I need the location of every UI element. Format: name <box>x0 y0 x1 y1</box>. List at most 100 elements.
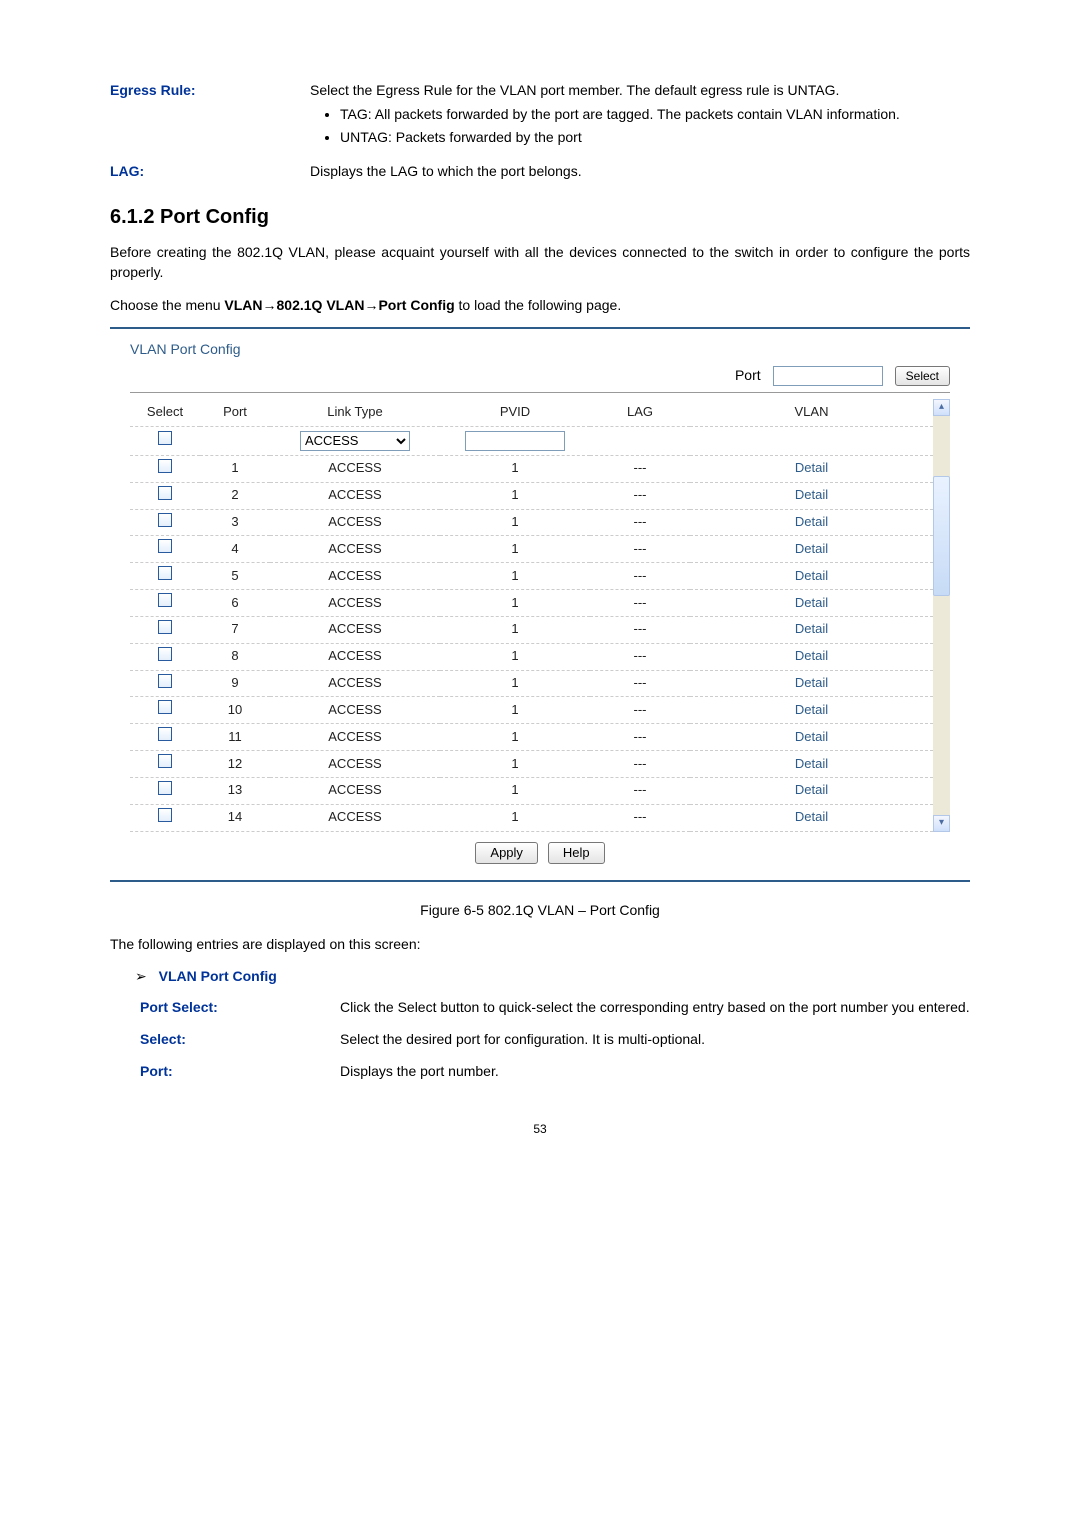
apply-button[interactable]: Apply <box>475 842 538 864</box>
col-vlan: VLAN <box>690 399 933 426</box>
col-pvid: PVID <box>440 399 590 426</box>
row-checkbox[interactable] <box>158 539 172 553</box>
row-lag: --- <box>590 536 690 563</box>
row-port: 4 <box>200 536 270 563</box>
egress-rule-bullet-untag: UNTAG: Packets forwarded by the port <box>340 127 970 147</box>
table-row: 10ACCESS1---Detail <box>130 697 933 724</box>
detail-link[interactable]: Detail <box>795 621 828 636</box>
row-checkbox[interactable] <box>158 808 172 822</box>
entries-intro: The following entries are displayed on t… <box>110 934 970 954</box>
row-checkbox[interactable] <box>158 620 172 634</box>
row-pvid: 1 <box>440 804 590 831</box>
row-pvid: 1 <box>440 697 590 724</box>
lag-text: Displays the LAG to which the port belon… <box>310 161 970 181</box>
row-checkbox[interactable] <box>158 727 172 741</box>
row-pvid: 1 <box>440 590 590 617</box>
row-checkbox[interactable] <box>158 513 172 527</box>
row-checkbox[interactable] <box>158 700 172 714</box>
row-port: 1 <box>200 455 270 482</box>
row-lag: --- <box>590 804 690 831</box>
help-button[interactable]: Help <box>548 842 605 864</box>
table-row: 14ACCESS1---Detail <box>130 804 933 831</box>
port-def-text: Displays the port number. <box>340 1061 970 1081</box>
row-checkbox[interactable] <box>158 647 172 661</box>
detail-link[interactable]: Detail <box>795 568 828 583</box>
egress-rule-label: Egress Rule: <box>110 80 310 149</box>
panel-title: VLAN Port Config <box>130 333 950 365</box>
row-port: 2 <box>200 482 270 509</box>
table-row: 1ACCESS1---Detail <box>130 455 933 482</box>
row-link-type: ACCESS <box>270 751 440 778</box>
bottom-definitions: Port Select: Click the Select button to … <box>140 997 970 1082</box>
port-table: Select Port Link Type PVID LAG VLAN ACCE… <box>130 399 933 832</box>
row-checkbox[interactable] <box>158 674 172 688</box>
vlan-port-config-panel: VLAN Port Config Port Select Select Port… <box>110 327 970 882</box>
row-port: 7 <box>200 616 270 643</box>
panel-buttons: Apply Help <box>130 842 950 864</box>
row-pvid: 1 <box>440 455 590 482</box>
row-link-type: ACCESS <box>270 643 440 670</box>
detail-link[interactable]: Detail <box>795 595 828 610</box>
egress-rule-def: Egress Rule: Select the Egress Rule for … <box>110 80 970 181</box>
detail-link[interactable]: Detail <box>795 756 828 771</box>
scroll-track[interactable] <box>933 416 950 815</box>
table-row: 7ACCESS1---Detail <box>130 616 933 643</box>
scroll-up-icon[interactable]: ▴ <box>933 399 950 416</box>
table-row: 12ACCESS1---Detail <box>130 751 933 778</box>
row-checkbox[interactable] <box>158 566 172 580</box>
detail-link[interactable]: Detail <box>795 541 828 556</box>
scroll-down-icon[interactable]: ▾ <box>933 815 950 832</box>
row-pvid: 1 <box>440 643 590 670</box>
row-port: 6 <box>200 590 270 617</box>
row-pvid: 1 <box>440 509 590 536</box>
row-pvid: 1 <box>440 751 590 778</box>
figure-caption: Figure 6-5 802.1Q VLAN – Port Config <box>110 900 970 920</box>
row-link-type: ACCESS <box>270 455 440 482</box>
egress-rule-bullet-tag: TAG: All packets forwarded by the port a… <box>340 104 970 124</box>
row-pvid: 1 <box>440 563 590 590</box>
row-lag: --- <box>590 777 690 804</box>
row-pvid: 1 <box>440 670 590 697</box>
row-lag: --- <box>590 751 690 778</box>
row-checkbox[interactable] <box>158 781 172 795</box>
row-checkbox[interactable] <box>158 593 172 607</box>
row-pvid: 1 <box>440 777 590 804</box>
row-pvid: 1 <box>440 536 590 563</box>
row-link-type: ACCESS <box>270 724 440 751</box>
col-port: Port <box>200 399 270 426</box>
detail-link[interactable]: Detail <box>795 729 828 744</box>
row-pvid: 1 <box>440 724 590 751</box>
table-row: 2ACCESS1---Detail <box>130 482 933 509</box>
select-all-checkbox[interactable] <box>158 431 172 445</box>
menu-path-paragraph: Choose the menu VLAN→802.1Q VLAN→Port Co… <box>110 295 970 315</box>
table-row: 3ACCESS1---Detail <box>130 509 933 536</box>
scroll-thumb[interactable] <box>933 476 950 596</box>
detail-link[interactable]: Detail <box>795 675 828 690</box>
row-lag: --- <box>590 590 690 617</box>
detail-link[interactable]: Detail <box>795 648 828 663</box>
table-scrollbar[interactable]: ▴ ▾ <box>933 399 950 832</box>
col-lag: LAG <box>590 399 690 426</box>
port-def-label: Port: <box>140 1061 340 1081</box>
row-checkbox[interactable] <box>158 486 172 500</box>
detail-link[interactable]: Detail <box>795 460 828 475</box>
port-select-row: Port Select <box>130 365 950 392</box>
detail-link[interactable]: Detail <box>795 809 828 824</box>
link-type-filter[interactable]: ACCESS <box>300 431 410 451</box>
detail-link[interactable]: Detail <box>795 514 828 529</box>
row-lag: --- <box>590 455 690 482</box>
row-port: 3 <box>200 509 270 536</box>
select-button[interactable]: Select <box>895 366 950 386</box>
detail-link[interactable]: Detail <box>795 782 828 797</box>
col-link-type: Link Type <box>270 399 440 426</box>
row-lag: --- <box>590 482 690 509</box>
detail-link[interactable]: Detail <box>795 702 828 717</box>
vlan-port-config-subheading: ➢ VLAN Port Config <box>135 966 970 986</box>
row-checkbox[interactable] <box>158 459 172 473</box>
pvid-filter-input[interactable] <box>465 431 565 451</box>
detail-link[interactable]: Detail <box>795 487 828 502</box>
col-select: Select <box>130 399 200 426</box>
row-lag: --- <box>590 616 690 643</box>
port-select-input[interactable] <box>773 366 883 386</box>
row-checkbox[interactable] <box>158 754 172 768</box>
